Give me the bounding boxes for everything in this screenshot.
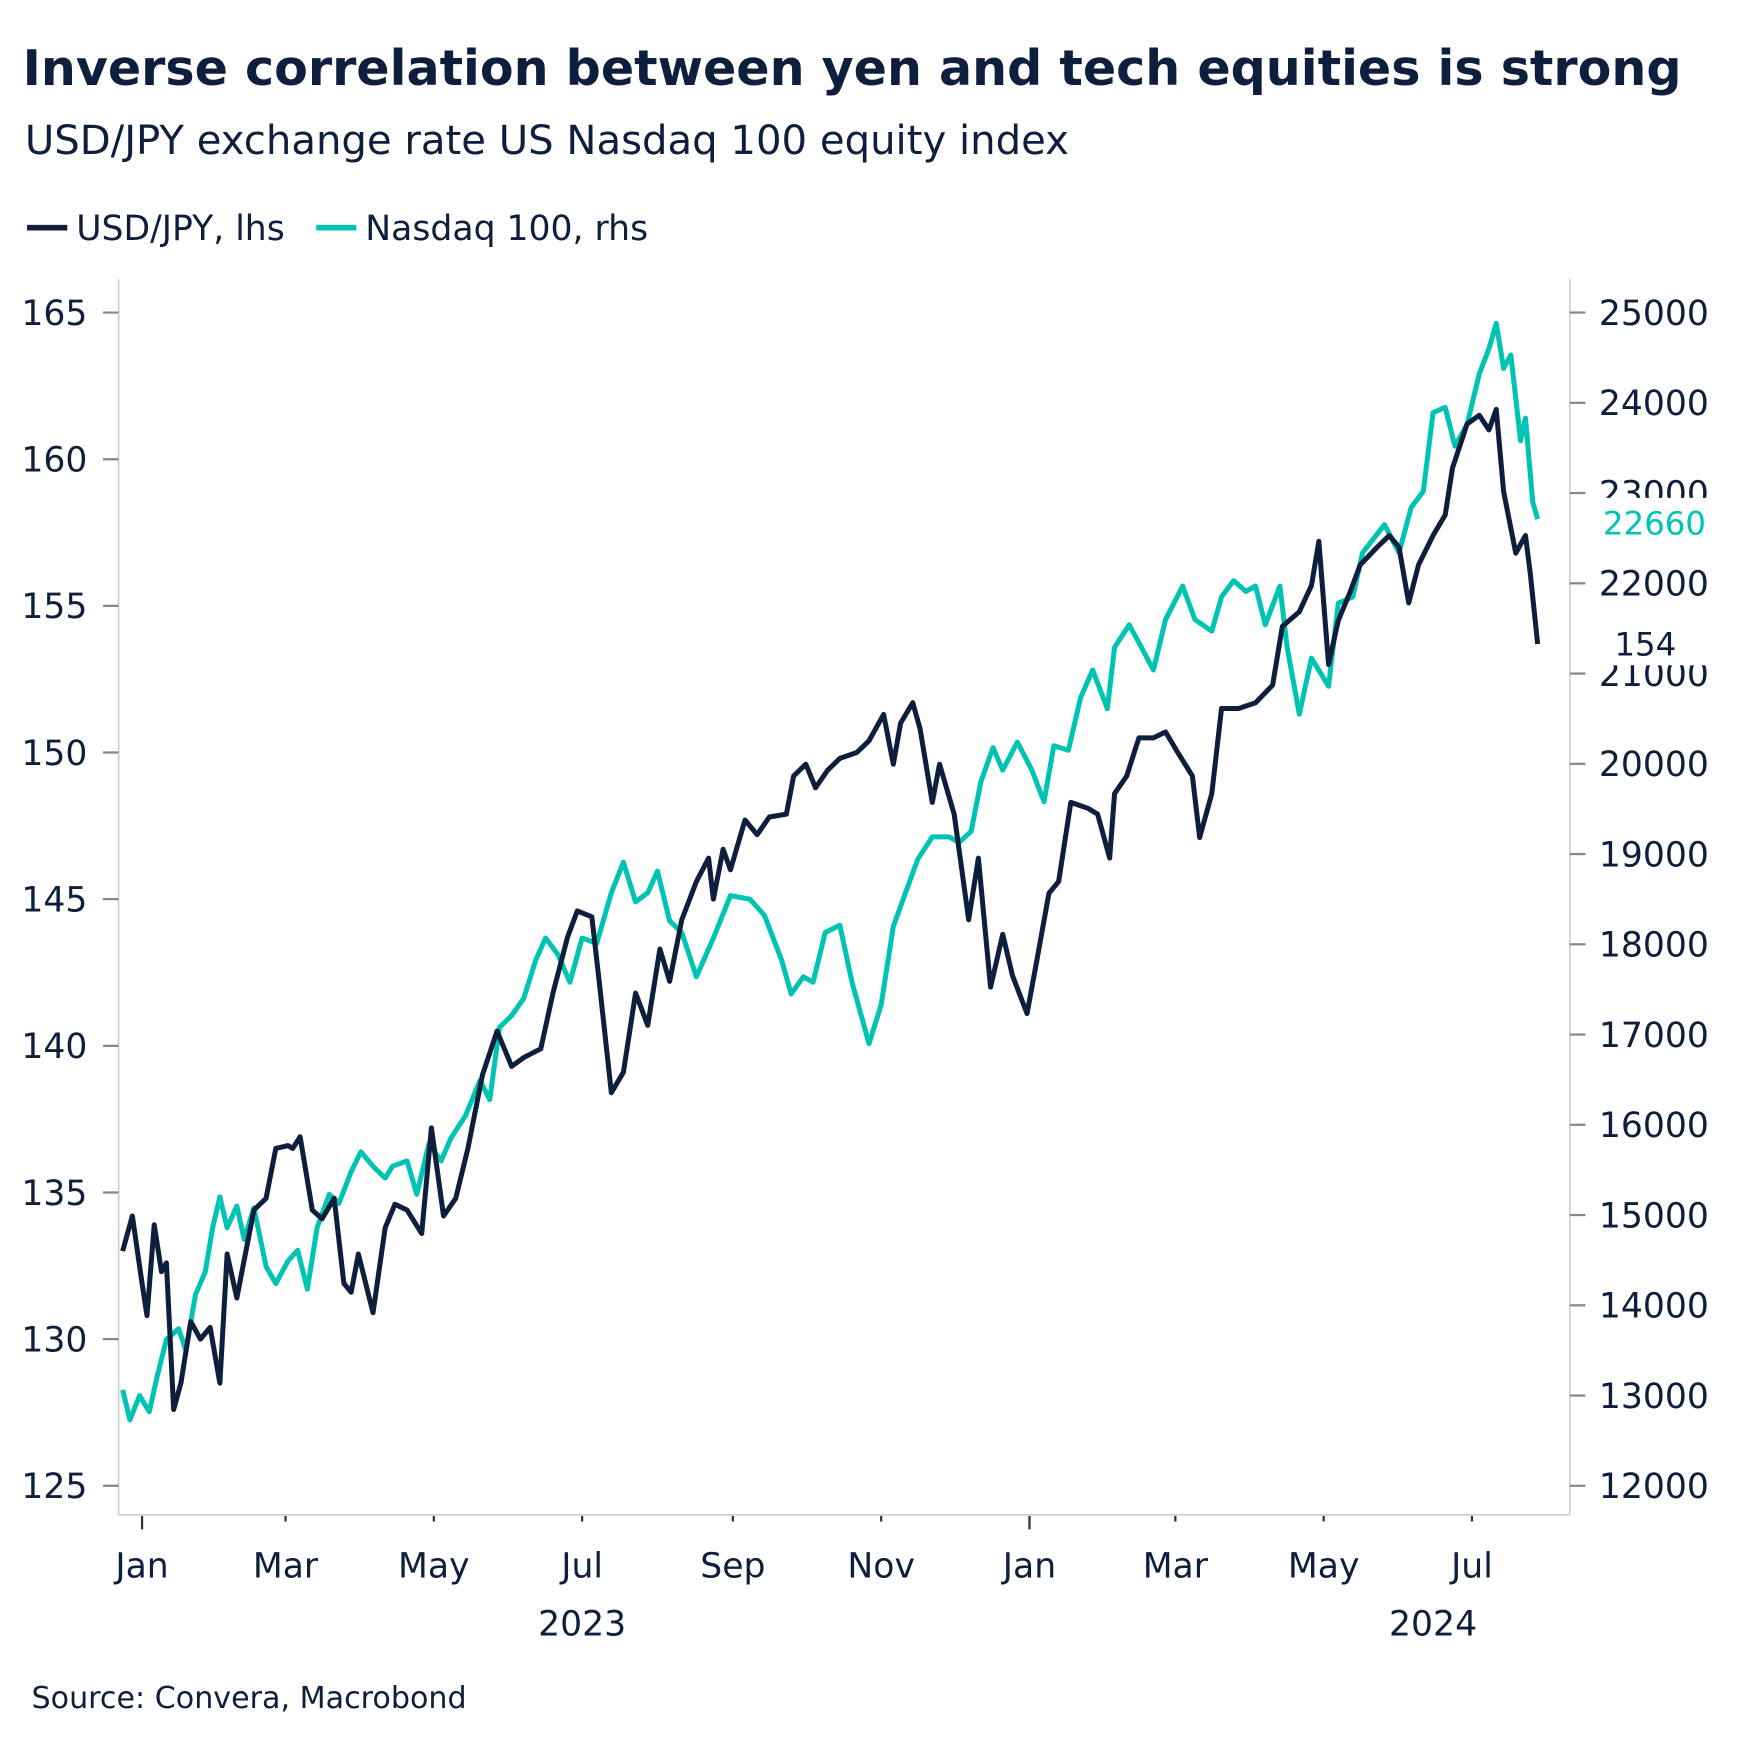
x-axis-tick-label: Jan (1001, 1546, 1056, 1586)
x-axis: Jan Mar May Jul Sep Nov Jan Mar May Jul 2023 2024 (113, 1515, 1493, 1644)
end-labels: 22660 154 (1594, 497, 1718, 666)
left-axis-tick-label: 155 (21, 587, 87, 627)
x-axis-tick-label: May (1288, 1546, 1360, 1586)
chart-title: Inverse correlation between yen and tech… (23, 39, 1682, 97)
left-axis-tick-label: 150 (21, 734, 87, 774)
series-group (120, 320, 1541, 1423)
right-axis: 2500024000230002200021000200001900018000… (1569, 294, 1709, 1507)
x-axis-tick-label: Mar (253, 1546, 319, 1586)
left-axis-tick-label: 160 (21, 440, 87, 480)
right-axis-tick-label: 24000 (1599, 384, 1709, 424)
right-axis-tick-label: 18000 (1599, 926, 1709, 966)
x-axis-tick-label: Mar (1143, 1546, 1209, 1586)
end-label-bg-usdjpy (1594, 618, 1718, 666)
right-axis-tick-label: 14000 (1599, 1287, 1709, 1327)
legend-label-usdjpy: USD/JPY, lhs (76, 209, 285, 249)
legend: USD/JPY, lhs Nasdaq 100, rhs (27, 209, 648, 249)
x-axis-tick-label: Sep (700, 1546, 765, 1586)
end-label-usdjpy: 154 (1614, 625, 1676, 663)
right-axis-tick-label: 12000 (1599, 1467, 1709, 1507)
x-axis-tick-label: Jul (559, 1546, 603, 1586)
legend-label-nasdaq: Nasdaq 100, rhs (365, 209, 648, 249)
x-axis-tick-label: Nov (847, 1546, 915, 1586)
x-axis-year-label: 2023 (538, 1604, 626, 1644)
end-label-nasdaq: 22660 (1603, 505, 1706, 543)
left-axis-tick-label: 165 (21, 294, 87, 334)
x-axis-tick-label: May (398, 1546, 470, 1586)
left-axis-tick-label: 135 (21, 1174, 87, 1214)
chart-subtitle: USD/JPY exchange rate US Nasdaq 100 equi… (25, 118, 1069, 164)
left-axis-tick-label: 125 (21, 1467, 87, 1507)
left-axis-tick-label: 140 (21, 1027, 87, 1067)
left-axis: 165 160 155 150 145 140 135 130 125 (21, 294, 119, 1507)
x-axis-year-label: 2024 (1389, 1604, 1477, 1644)
plot-frame (117, 279, 1571, 1516)
right-axis-tick-label: 15000 (1599, 1196, 1709, 1236)
right-axis-tick-label: 13000 (1599, 1377, 1709, 1417)
x-axis-tick-label: Jan (113, 1546, 168, 1586)
right-axis-tick-label: 19000 (1599, 835, 1709, 875)
right-axis-tick-label: 25000 (1599, 294, 1709, 334)
end-label-bg-nasdaq (1594, 497, 1718, 547)
x-axis-tick-label: Jul (1449, 1546, 1493, 1586)
right-axis-tick-label: 22000 (1599, 565, 1709, 605)
right-axis-tick-label: 20000 (1599, 745, 1709, 785)
right-axis-tick-label: 17000 (1599, 1016, 1709, 1056)
left-axis-tick-label: 130 (21, 1320, 87, 1360)
right-axis-tick-label: 16000 (1599, 1106, 1709, 1146)
left-axis-tick-label: 145 (21, 880, 87, 920)
usdjpy-line (120, 406, 1541, 1413)
nasdaq-line (120, 320, 1541, 1423)
source-note: Source: Convera, Macrobond (32, 1681, 467, 1716)
